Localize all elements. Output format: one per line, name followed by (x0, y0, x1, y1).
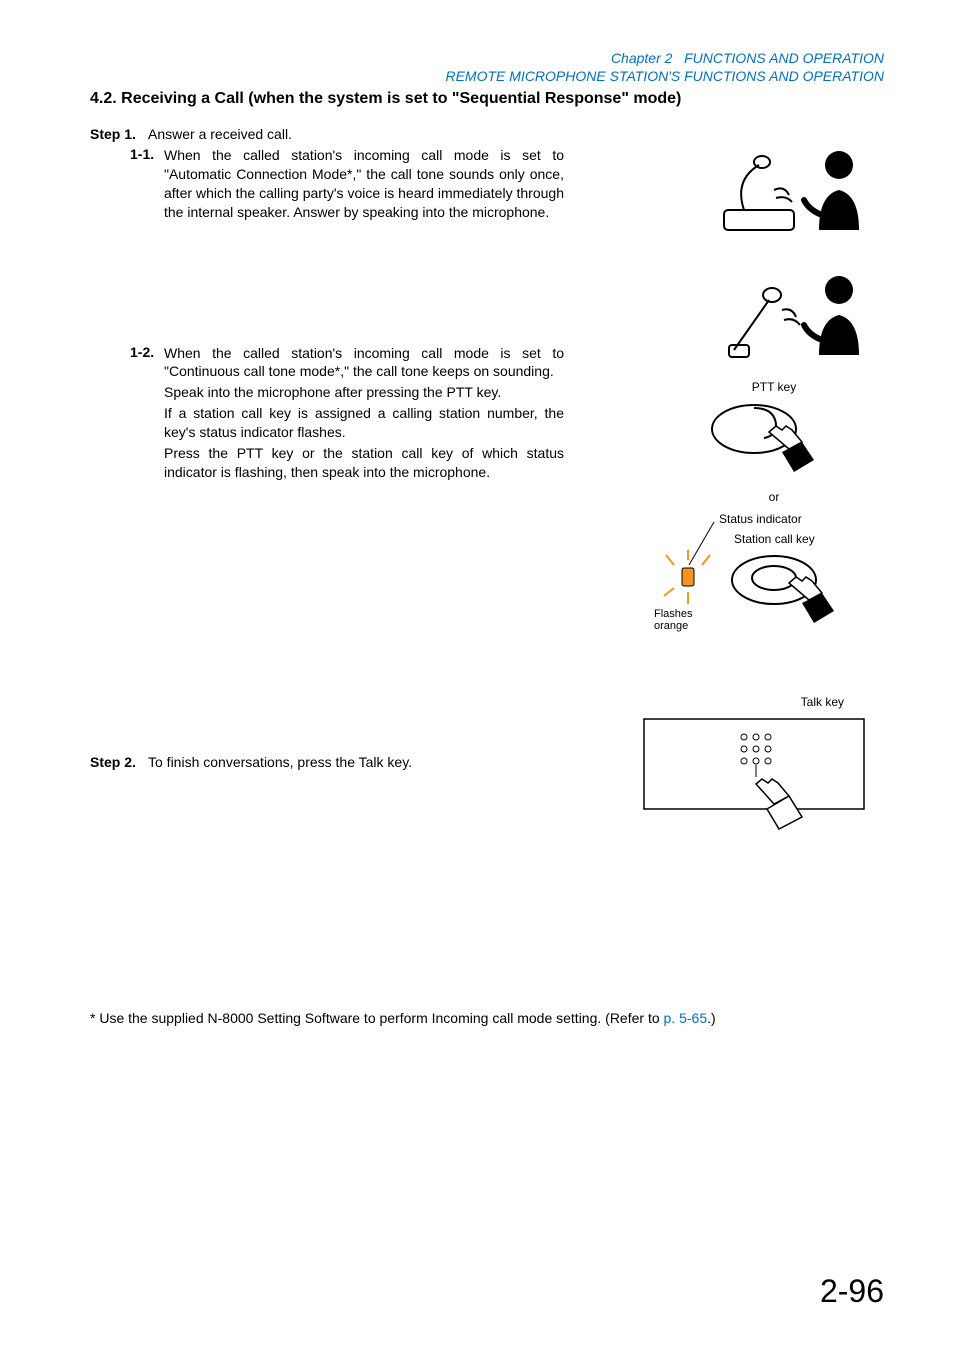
chapter-header: Chapter 2 FUNCTIONS AND OPERATION (90, 50, 884, 66)
step-1-2-body: When the called station's incoming call … (164, 344, 564, 484)
step-1-label: Step 1. (90, 126, 148, 142)
or-label: or (674, 490, 874, 504)
chapter-title: FUNCTIONS AND OPERATION (684, 50, 884, 66)
step-1-2-p2: Speak into the microphone after pressing… (164, 383, 564, 402)
step-1-2-p3: If a station call key is assigned a call… (164, 404, 564, 442)
step-1-2-p4: Press the PTT key or the station call ke… (164, 444, 564, 482)
step-1-1-text: When the called station's incoming call … (164, 146, 564, 222)
step-1-text: Answer a received call. (148, 126, 292, 142)
footnote: * Use the supplied N-8000 Setting Softwa… (90, 1010, 884, 1026)
figure-desk-mic-icon (714, 140, 874, 240)
figure-ptt-key: PTT key or (674, 380, 874, 504)
step-1-2-label: 1-2. (130, 344, 164, 484)
ptt-key-label: PTT key (674, 380, 874, 394)
figure-hand-mic-icon (714, 265, 874, 365)
footnote-post: .) (707, 1010, 716, 1026)
station-call-key-label: Station call key (734, 532, 815, 546)
figure-station-call-key: Status indicator Station call key Flashe… (634, 510, 874, 650)
sub-header: REMOTE MICROPHONE STATION'S FUNCTIONS AN… (90, 68, 884, 84)
status-indicator-label: Status indicator (719, 512, 802, 526)
section-title: 4.2. Receiving a Call (when the system i… (90, 90, 884, 108)
step-2-label: Step 2. (90, 754, 148, 770)
step-2-text: To finish conversations, press the Talk … (148, 754, 412, 770)
footnote-link[interactable]: p. 5-65 (664, 1010, 708, 1026)
footnote-pre: * Use the supplied N-8000 Setting Softwa… (90, 1010, 664, 1026)
flashes-orange-label: Flashes orange (654, 608, 714, 632)
talk-key-label: Talk key (634, 695, 874, 709)
step-1-1-label: 1-1. (130, 146, 164, 224)
chapter-number: Chapter 2 (611, 50, 672, 66)
step-1-1-body: When the called station's incoming call … (164, 146, 564, 224)
figure-talk-key: Talk key (634, 695, 874, 849)
step-1-2-p1: When the called station's incoming call … (164, 344, 564, 382)
page-number: 2-96 (820, 1273, 884, 1310)
